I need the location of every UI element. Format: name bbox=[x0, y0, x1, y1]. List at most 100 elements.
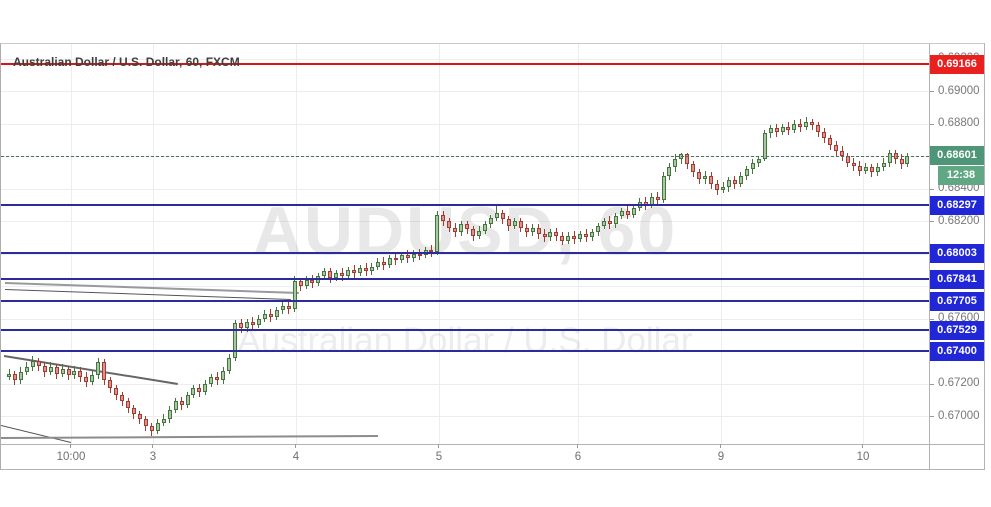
candle bbox=[548, 232, 553, 238]
watermark: AUDUSD, 60 Australian Dollar / U.S. Doll… bbox=[1, 87, 929, 444]
candle bbox=[268, 313, 273, 317]
candle bbox=[215, 377, 220, 381]
candle bbox=[197, 388, 202, 392]
candle bbox=[881, 162, 886, 168]
h-gridline bbox=[1, 383, 929, 385]
candle bbox=[673, 159, 678, 168]
candle bbox=[863, 167, 868, 171]
candle bbox=[298, 281, 303, 286]
candle bbox=[358, 268, 363, 273]
v-gridline bbox=[71, 44, 72, 444]
candle bbox=[459, 224, 464, 233]
candle bbox=[126, 401, 130, 408]
h-gridline bbox=[1, 318, 929, 320]
support-line[interactable] bbox=[1, 252, 929, 254]
candle bbox=[524, 227, 529, 233]
candle bbox=[375, 261, 380, 267]
candle bbox=[750, 162, 755, 169]
price-axis-label: 0.67000 bbox=[938, 409, 980, 422]
h-gridline bbox=[1, 286, 929, 287]
candle bbox=[120, 394, 125, 402]
candle bbox=[607, 221, 612, 225]
candle bbox=[66, 368, 71, 376]
candle bbox=[411, 253, 416, 259]
time-axis-tick bbox=[577, 444, 578, 448]
candle bbox=[494, 212, 499, 218]
candle bbox=[250, 321, 255, 325]
support-line[interactable] bbox=[1, 329, 929, 332]
h-gridline bbox=[1, 91, 929, 92]
candle bbox=[590, 232, 595, 238]
trendline[interactable] bbox=[1, 435, 379, 439]
time-axis-tick bbox=[720, 444, 721, 448]
support-line[interactable] bbox=[1, 350, 929, 352]
candle bbox=[566, 235, 571, 241]
axis-corner bbox=[929, 444, 985, 470]
candle bbox=[280, 305, 285, 311]
candle bbox=[18, 372, 23, 381]
candle bbox=[393, 258, 398, 261]
time-axis[interactable]: 10:00 3 4 5 6 9 10 bbox=[0, 444, 930, 470]
candle bbox=[447, 221, 452, 228]
candle bbox=[477, 230, 482, 236]
candle bbox=[209, 377, 214, 384]
candle bbox=[96, 362, 101, 376]
candle bbox=[602, 221, 606, 226]
price-axis-label: 0.68200 bbox=[938, 214, 980, 227]
candle bbox=[578, 234, 583, 239]
candle bbox=[191, 388, 196, 395]
candle bbox=[530, 227, 535, 233]
candle bbox=[828, 138, 833, 145]
price-badge-blue: 0.67529 bbox=[930, 320, 984, 340]
candle bbox=[203, 383, 208, 392]
candle bbox=[596, 225, 601, 233]
v-gridline bbox=[153, 44, 154, 444]
candle bbox=[721, 186, 725, 191]
candle bbox=[518, 221, 523, 228]
candle bbox=[471, 229, 476, 236]
candle bbox=[560, 235, 565, 241]
h-gridline bbox=[1, 58, 929, 60]
candle bbox=[137, 414, 142, 420]
candle bbox=[84, 377, 89, 382]
candle bbox=[286, 305, 291, 309]
support-line[interactable] bbox=[1, 204, 929, 207]
price-axis-label: 0.69000 bbox=[938, 84, 980, 97]
candle bbox=[691, 164, 696, 173]
candle bbox=[233, 323, 238, 358]
candle bbox=[453, 227, 458, 233]
candle bbox=[352, 269, 357, 273]
candle bbox=[262, 313, 267, 319]
price-badge-blue: 0.67841 bbox=[930, 269, 984, 289]
candle bbox=[703, 175, 708, 179]
resistance-line[interactable] bbox=[1, 63, 929, 66]
candle bbox=[364, 268, 368, 272]
plot-area[interactable]: AUDUSD, 60 Australian Dollar / U.S. Doll… bbox=[0, 43, 929, 444]
candle bbox=[834, 144, 839, 152]
candle bbox=[90, 375, 95, 382]
price-axis-tick bbox=[930, 416, 934, 417]
price-axis[interactable]: 0.692000.690000.688000.686000.684000.682… bbox=[929, 43, 985, 444]
candle bbox=[42, 365, 47, 373]
h-gridline bbox=[1, 188, 929, 190]
candle bbox=[78, 370, 83, 377]
candle bbox=[369, 266, 374, 272]
trendline[interactable] bbox=[1, 425, 72, 443]
trendline[interactable] bbox=[4, 282, 300, 294]
candle bbox=[845, 156, 850, 163]
candle bbox=[54, 367, 59, 374]
price-axis-tick bbox=[930, 383, 934, 385]
time-axis-label: 6 bbox=[574, 451, 582, 463]
candle bbox=[399, 255, 404, 260]
time-axis-label: 4 bbox=[292, 451, 300, 463]
candle bbox=[483, 224, 487, 231]
h-gridline bbox=[1, 416, 929, 417]
candle bbox=[685, 154, 690, 165]
support-line[interactable] bbox=[1, 278, 929, 281]
time-axis-label: 10 bbox=[856, 451, 870, 463]
candle bbox=[715, 183, 720, 191]
price-axis-tick bbox=[930, 91, 934, 92]
support-line[interactable] bbox=[1, 300, 929, 303]
candle bbox=[709, 175, 714, 184]
h-gridline bbox=[1, 253, 929, 255]
